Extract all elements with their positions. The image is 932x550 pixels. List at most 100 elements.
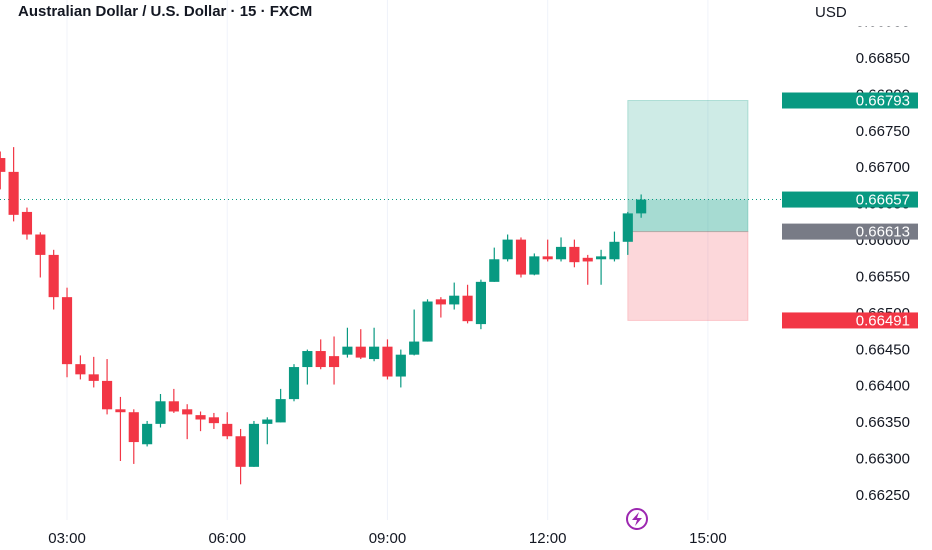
chart-title: Australian Dollar / U.S. Dollar · 15 · F…: [18, 3, 312, 20]
candle: [636, 194, 647, 218]
candle-body: [142, 423, 153, 445]
x-tick-label: 03:00: [48, 530, 86, 547]
candle-body: [88, 374, 99, 381]
candle-body: [48, 254, 59, 298]
y-tick-label: 0.66550: [856, 268, 910, 285]
candle-body: [502, 239, 513, 260]
candle: [529, 253, 540, 276]
candle-body: [355, 346, 366, 358]
candle: [369, 327, 380, 362]
y-tick-label: 0.66750: [856, 123, 910, 140]
candle-body: [208, 417, 219, 424]
target-zone: [627, 100, 749, 233]
candle-body: [582, 257, 593, 262]
candle-body: [555, 246, 567, 260]
candle: [409, 309, 420, 356]
candle: [8, 147, 19, 222]
stop-tag: [782, 312, 918, 329]
candle: [182, 404, 193, 440]
candle-body: [515, 239, 527, 275]
candle-body: [609, 241, 620, 260]
candle: [475, 279, 486, 330]
target-tag-label: 0.66793: [856, 92, 910, 109]
candle: [288, 364, 300, 402]
candle-body: [328, 356, 340, 368]
candle: [102, 359, 113, 415]
entry-tag-label: 0.66613: [856, 224, 910, 241]
candle-body: [302, 351, 313, 368]
currency-label: USD: [815, 4, 847, 21]
candle: [142, 420, 153, 447]
x-tick-label: 06:00: [208, 530, 246, 547]
candle-body: [21, 211, 33, 235]
candle-body: [35, 234, 46, 255]
open-profit-zone: [627, 199, 748, 232]
candle: [315, 339, 326, 370]
candle: [435, 297, 446, 318]
candle-body: [8, 171, 19, 215]
stop-tag-label: 0.66491: [856, 312, 910, 329]
y-tick-label: 0.66350: [856, 414, 910, 431]
candle: [115, 396, 126, 462]
candle: [21, 207, 33, 240]
current-price-tag: [782, 191, 918, 208]
candle: [582, 254, 593, 285]
candle-body: [422, 301, 433, 342]
candle: [168, 388, 179, 413]
candle-body: [262, 419, 273, 424]
y-tick-label: 0.66850: [856, 50, 910, 67]
x-tick-label: 12:00: [529, 530, 567, 547]
header-mask: [790, 0, 932, 26]
candle: [195, 411, 206, 432]
candle-body: [342, 346, 353, 355]
candle-body: [275, 399, 286, 423]
candle-body: [222, 423, 233, 437]
candle: [596, 249, 607, 285]
candle: [328, 336, 340, 385]
candle: [462, 284, 473, 324]
candle-body: [449, 295, 460, 305]
candle: [88, 356, 99, 388]
candle: [542, 239, 553, 262]
candle: [262, 417, 273, 445]
candle-body: [75, 364, 86, 375]
candle-body: [636, 199, 647, 214]
candle-body: [102, 380, 113, 410]
candle: [302, 349, 313, 385]
candle: [235, 428, 246, 485]
target-tag: [782, 92, 918, 109]
entry-tag: [782, 223, 918, 240]
candle-body: [155, 401, 166, 424]
candle: [609, 231, 620, 262]
y-tick-label: 0.66300: [856, 451, 910, 468]
candle-body: [462, 295, 473, 322]
candle-body: [382, 346, 393, 377]
candle-body: [248, 423, 260, 467]
candle-body: [235, 436, 246, 467]
candle-body: [182, 409, 193, 415]
stop-zone: [627, 231, 749, 321]
candle: [275, 388, 286, 423]
candle-body: [395, 354, 406, 377]
candle-body: [569, 246, 580, 263]
candle: [622, 211, 633, 255]
candle: [61, 287, 73, 378]
candle-body: [596, 256, 607, 260]
candle: [449, 282, 460, 310]
candle-body: [435, 299, 446, 305]
candle-body: [288, 367, 300, 400]
candle-body: [489, 259, 500, 282]
candle-body: [622, 213, 633, 242]
candle: [75, 355, 86, 380]
x-tick-label: 15:00: [689, 530, 727, 547]
candle-body: [369, 346, 380, 360]
candle: [128, 409, 139, 464]
event-icon[interactable]: [626, 508, 648, 530]
candle: [48, 249, 59, 310]
candle-body: [128, 412, 139, 443]
y-tick-label: 0.66250: [856, 487, 910, 504]
candle-body: [529, 256, 540, 275]
candle-body: [542, 256, 553, 260]
candle-body: [409, 341, 420, 355]
